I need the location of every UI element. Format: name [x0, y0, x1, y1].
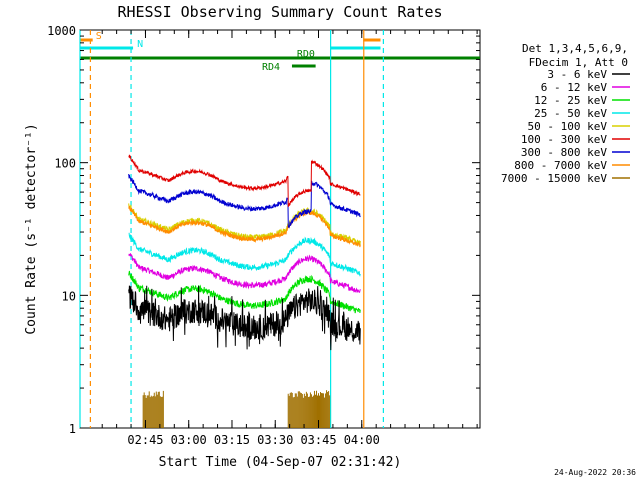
legend-label: 800 - 7000 keV [514, 159, 607, 172]
x-tick-label: 03:15 [214, 433, 250, 447]
x-tick-label: 03:00 [171, 433, 207, 447]
series-line-3 [128, 232, 361, 277]
y-axis-label: Count Rate (s⁻¹ detector⁻¹) [24, 123, 39, 334]
x-tick-label: 02:45 [127, 433, 163, 447]
series-line-1 [128, 253, 361, 294]
x-tick-label: 03:45 [300, 433, 336, 447]
vertical-markers [79, 30, 384, 428]
legend: Det 1,3,4,5,6,9, FDecim 1, Att 0 3 - 6 k… [501, 42, 630, 185]
footer-date: 24-Aug-2022 20:36 [554, 468, 636, 477]
chart-title: RHESSI Observing Summary Count Rates [117, 3, 442, 21]
series-layer [128, 154, 361, 351]
legend-label: 3 - 6 keV [547, 68, 607, 81]
y-tick-label: 1000 [47, 24, 76, 38]
series-line-7 [128, 205, 361, 248]
legend-label: 7000 - 15000 keV [501, 172, 607, 185]
series-line-6 [128, 173, 361, 229]
x-tick-label: 03:30 [257, 433, 293, 447]
legend-label: 6 - 12 keV [541, 81, 608, 94]
legend-label: 50 - 100 keV [528, 120, 608, 133]
y-tick-label: 10 [62, 289, 76, 303]
legend-label: 300 - 800 keV [521, 146, 607, 159]
x-axis: 02:45 03:00 03:15 03:30 03:45 04:00 [101, 30, 478, 447]
x-axis-label: Start Time (04-Sep-07 02:31:42) [159, 455, 402, 470]
series-line-0 [128, 285, 361, 351]
flag-label-rd0: RD0 [297, 49, 315, 60]
y-axis: 1 10 100 1000 [47, 24, 480, 436]
y-tick-label: 1 [69, 422, 76, 436]
legend-label: 100 - 300 keV [521, 133, 607, 146]
spike-layer [142, 390, 331, 428]
flag-label-n: N [137, 39, 143, 50]
plot-area: S N RD0 RD4 [79, 29, 481, 429]
plot-frame [79, 29, 481, 429]
flag-label-rd4: RD4 [262, 62, 280, 73]
series-line-5 [128, 154, 361, 207]
x-tick-label: 04:00 [344, 433, 380, 447]
legend-label: 25 - 50 keV [534, 107, 607, 120]
flag-label-s: S [96, 31, 102, 42]
legend-header-line-1: Det 1,3,4,5,6,9, [522, 42, 628, 55]
legend-label: 12 - 25 keV [534, 94, 607, 107]
flags-layer: S N RD0 RD4 [80, 31, 480, 73]
legend-header-line-2: FDecim 1, Att 0 [529, 56, 628, 69]
y-tick-label: 100 [54, 157, 76, 171]
series-line-2 [128, 270, 361, 314]
